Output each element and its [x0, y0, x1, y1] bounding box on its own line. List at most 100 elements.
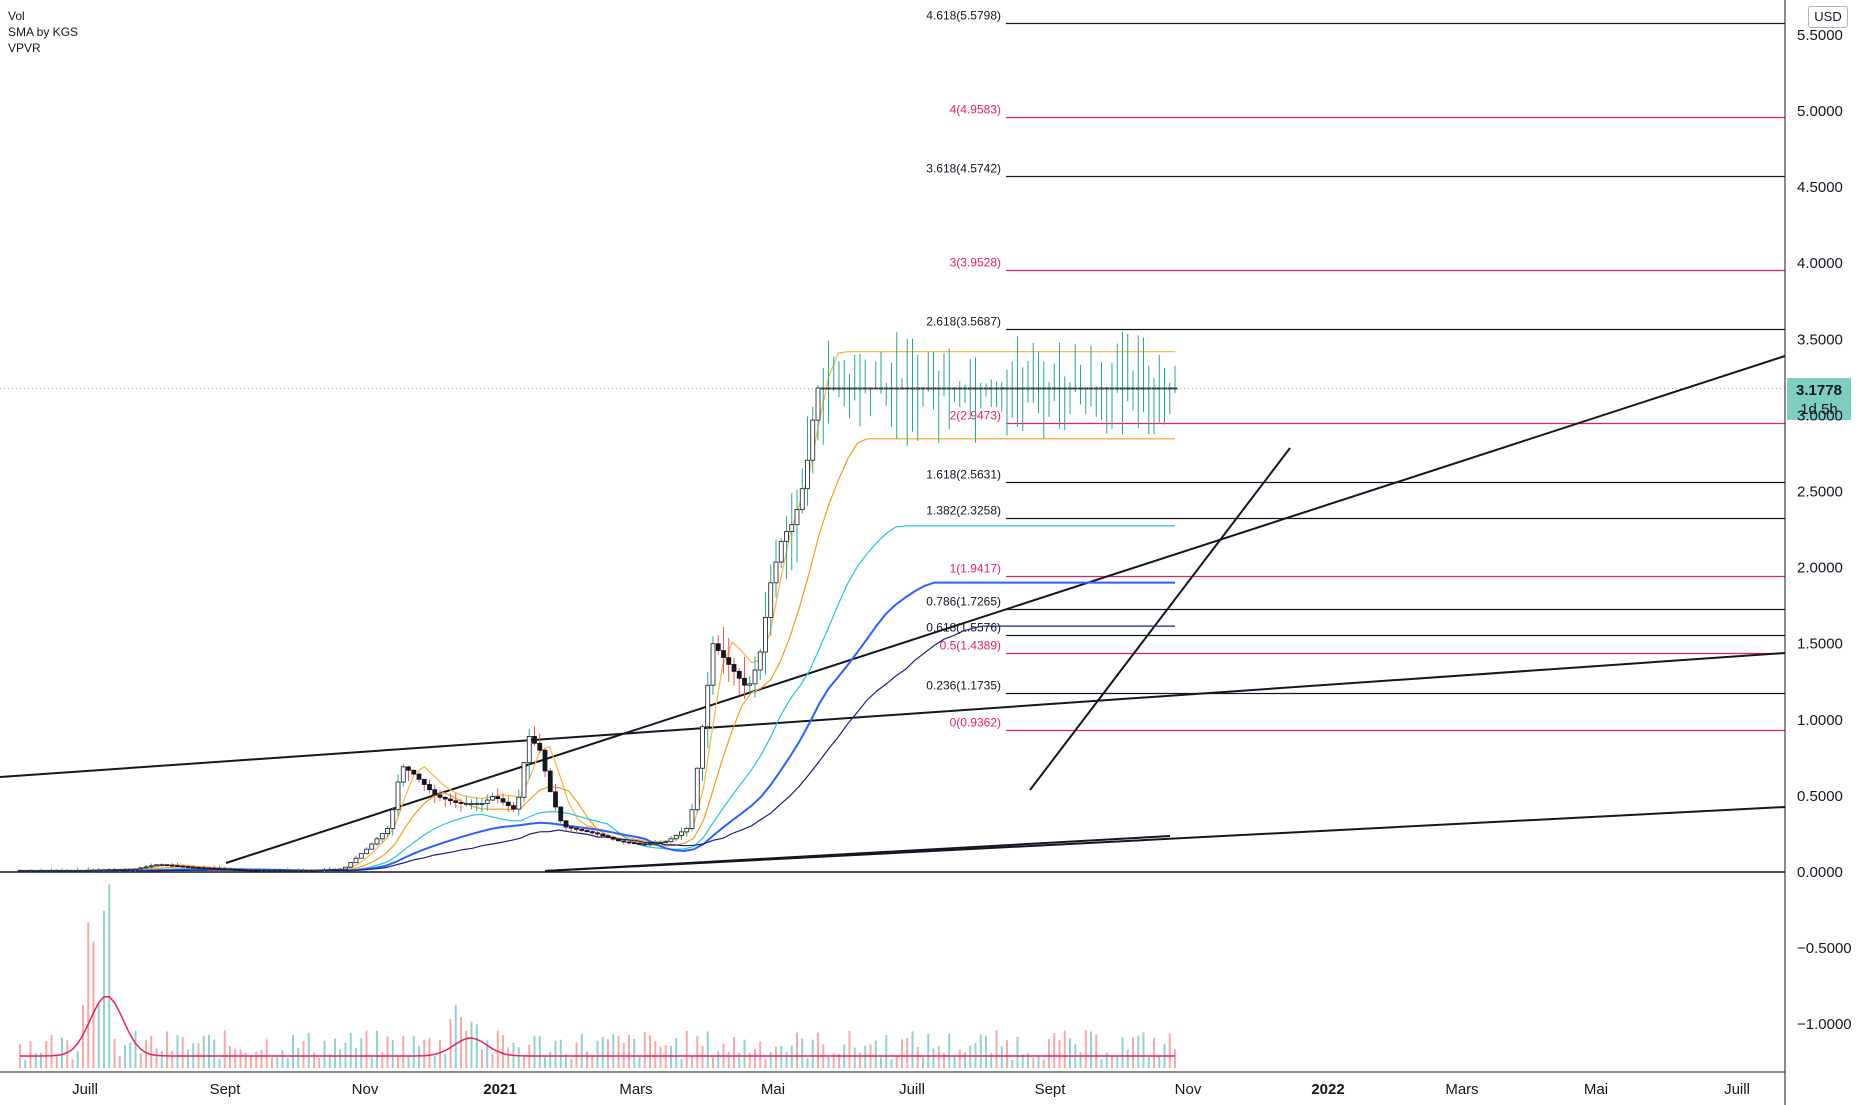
candle-body — [500, 798, 506, 803]
candle-body — [689, 809, 695, 829]
candle-body — [631, 842, 637, 845]
candle-body — [668, 838, 674, 843]
trendline — [0, 652, 1786, 778]
candle-body — [600, 833, 606, 837]
sma-teal-line — [20, 525, 1175, 872]
candle-body — [553, 791, 558, 808]
candle-body — [852, 387, 858, 390]
last-price-badge: 3.1778 1d 5h — [1787, 378, 1851, 420]
candle-body — [983, 387, 989, 390]
candle-body — [626, 841, 632, 844]
candle-body — [1030, 387, 1036, 390]
candle-body — [558, 806, 564, 822]
time-tick-label: 2022 — [1311, 1081, 1344, 1098]
price-tick-label: 3.0000 — [1797, 407, 1843, 424]
candle-body — [332, 868, 338, 871]
legend-vpvr[interactable]: VPVR — [8, 41, 41, 55]
candle-body — [406, 766, 411, 771]
candle-body — [358, 853, 364, 859]
candle-body — [873, 387, 879, 390]
candle-body — [1104, 387, 1110, 390]
candle-body — [1072, 387, 1078, 390]
candle-body — [883, 387, 889, 390]
candle-body — [400, 766, 406, 783]
candle-body — [526, 736, 532, 764]
candle-body — [474, 803, 480, 805]
candle-body — [248, 869, 254, 872]
candle-body — [605, 835, 611, 838]
candle-body — [227, 868, 233, 871]
time-tick-label: Nov — [352, 1081, 379, 1098]
fib-level-label: 0.5(1.4389) — [940, 639, 1001, 653]
legend-vol[interactable]: Vol — [8, 9, 25, 23]
candle-body — [1067, 387, 1073, 390]
time-tick-label: 2021 — [483, 1081, 516, 1098]
candle-body — [379, 833, 385, 840]
candle-body — [532, 736, 537, 744]
candle-body — [1120, 387, 1125, 390]
currency-button[interactable]: USD — [1808, 6, 1848, 28]
candle-body — [899, 387, 905, 390]
candle-body — [878, 387, 884, 390]
candle-body — [322, 869, 327, 872]
candle-body — [637, 842, 642, 845]
candle-body — [757, 651, 763, 671]
candle-body — [731, 664, 737, 672]
legend-sma[interactable]: SMA by KGS — [8, 25, 79, 39]
candle-body — [710, 643, 716, 686]
candle-body — [988, 387, 994, 390]
candle-body — [416, 773, 422, 780]
candle-body — [826, 387, 831, 390]
candle-body — [495, 796, 501, 800]
candle-body — [38, 870, 44, 872]
candle-body — [306, 870, 312, 872]
candle-body — [1093, 387, 1099, 390]
candle-body — [211, 867, 217, 870]
candle-body — [33, 870, 39, 872]
candle-body — [1015, 387, 1020, 390]
candle-body — [138, 867, 144, 870]
price-tick-label: 0.0000 — [1797, 864, 1843, 881]
candle-body — [390, 809, 396, 829]
candle-body — [920, 387, 926, 390]
trendline-layer — [0, 355, 1786, 872]
candle-body — [469, 803, 474, 805]
fib-level-label: 1(1.9417) — [950, 562, 1001, 576]
candle-body — [206, 867, 212, 870]
candle-body — [1130, 387, 1136, 390]
candle-body — [274, 870, 280, 872]
candle-body — [343, 866, 348, 870]
candle-body — [169, 864, 175, 867]
trendline — [1029, 447, 1291, 791]
candle-body — [978, 387, 984, 390]
candle-body — [232, 868, 238, 871]
price-tick-label: 5.0000 — [1797, 103, 1843, 120]
candle-body — [1041, 387, 1047, 390]
candle-body — [364, 848, 369, 855]
candle-body — [994, 387, 999, 390]
candle-body — [595, 832, 600, 835]
candle-body — [742, 677, 747, 686]
candle-body — [610, 837, 616, 840]
last-price-value: 3.1778 — [1796, 382, 1842, 399]
candle-body — [925, 387, 931, 390]
candle-body — [453, 800, 459, 803]
candle-body — [836, 387, 842, 390]
candle-body — [941, 387, 947, 390]
candle-body — [621, 840, 627, 843]
candle-body — [831, 387, 837, 390]
candle-body — [1004, 387, 1010, 390]
candle-body — [85, 869, 91, 872]
candle-body — [222, 868, 228, 871]
candle-body — [1025, 387, 1031, 390]
candle-body — [857, 387, 863, 390]
price-tick-label: 5.5000 — [1797, 27, 1843, 44]
candle-body — [1109, 387, 1115, 390]
candle-body — [868, 387, 873, 390]
candle-body — [421, 778, 427, 785]
candle-body — [1083, 387, 1089, 390]
candle-body — [778, 540, 784, 563]
candle-body — [185, 866, 191, 868]
fib-extension-layer: 4.618(5.5798) 4(4.9583) 3.618(4.5742) 3(3.9… — [0, 9, 1785, 873]
